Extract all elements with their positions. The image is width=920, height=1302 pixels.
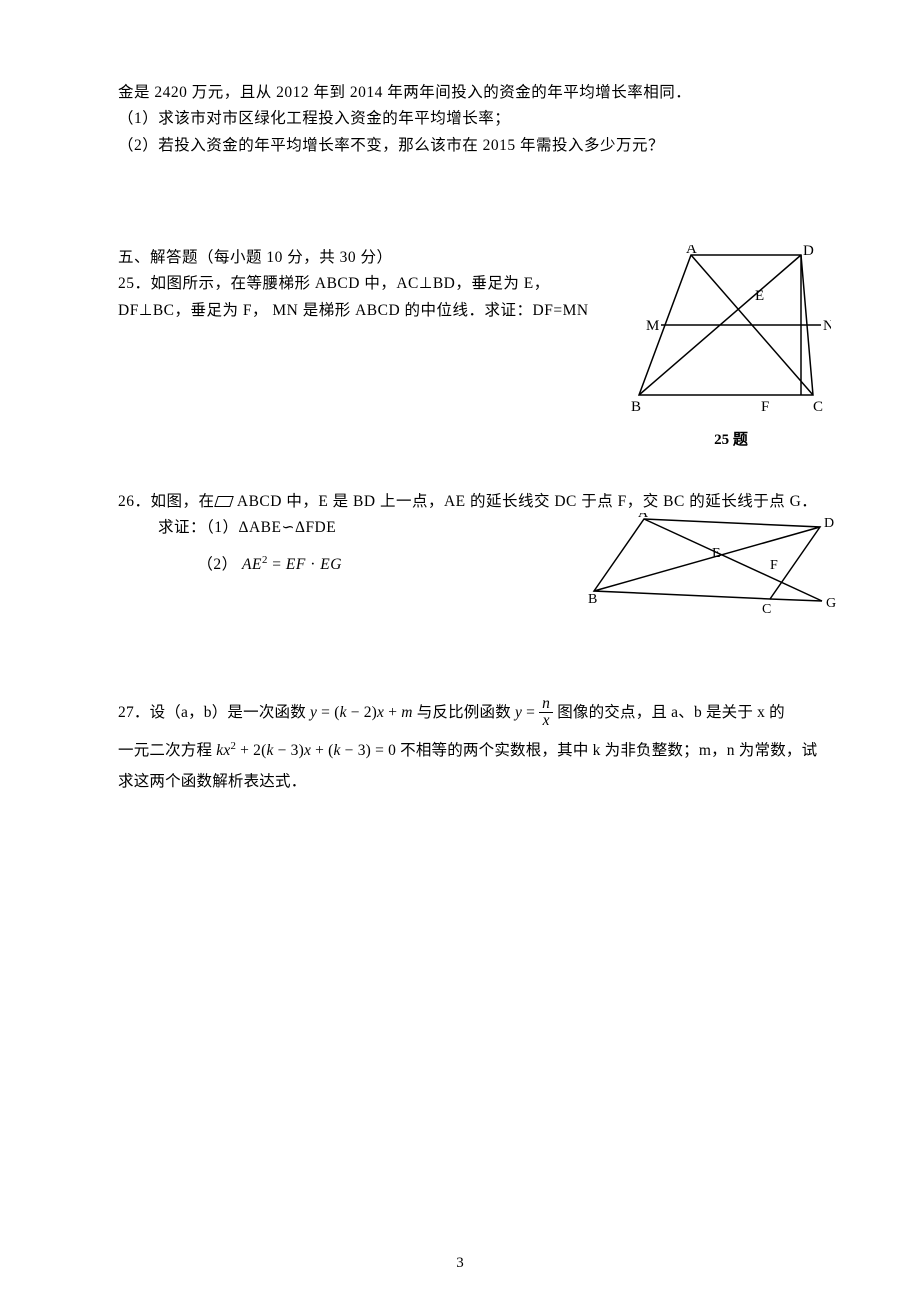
q26-line1b: ABCD 中，E 是 BD 上一点，AE 的延长线交 DC 于点 F，交 BC … <box>233 493 818 510</box>
label-A: A <box>686 245 697 257</box>
q26-p2: （2） AE2 = EF · EG <box>118 552 576 578</box>
q24-part2: （2）若投入资金的年平均增长率不变，那么该市在 2015 年需投入多少万元？ <box>118 133 840 159</box>
q27-eq3: kx2 + 2(k − 3)x + (k − 3) = 0 <box>216 742 396 759</box>
q25-caption: 25 题 <box>622 428 840 449</box>
q26-text: 求证：（1）ΔABE∽ΔFDE （2） AE2 = EF · EG <box>118 515 576 578</box>
q27-line1: 27．设（a，b）是一次函数 y = (k − 2)x + m 与反比例函数 y… <box>118 694 840 731</box>
label-F26: F <box>770 558 778 573</box>
page-container: 金是 2420 万元，且从 2012 年到 2014 年两年间投入的资金的年平均… <box>0 0 920 1302</box>
label-A26: A <box>638 513 649 521</box>
label-B: B <box>631 399 641 415</box>
q26-p1: （1）ΔABE∽ΔFDE <box>206 519 336 536</box>
frac-den: x <box>539 713 553 729</box>
q25-line2: DF⊥BC，垂足为 F， MN 是梯形 ABCD 的中位线．求证：DF=MN <box>118 298 604 324</box>
label-G26: G <box>826 596 836 611</box>
q26-figure-wrap: A D B C E F G <box>588 513 840 618</box>
label-C26: C <box>762 602 771 613</box>
label-D: D <box>803 245 814 259</box>
parallelogram-icon <box>214 496 234 507</box>
q25-figure-wrap: A D M N E B C F 25 题 <box>622 245 840 449</box>
q27-line2b: 不相等的两个实数根，其中 k 为非负整数；m，n 为常数，试 <box>396 742 817 759</box>
label-F: F <box>761 399 769 415</box>
page-number: 3 <box>0 1255 920 1272</box>
q26-line1a: 26．如图，在 <box>118 493 215 510</box>
label-E26: E <box>712 546 721 561</box>
label-N: N <box>823 318 831 334</box>
label-D26: D <box>824 516 834 531</box>
frac-num: n <box>539 696 553 713</box>
q27-frac: nx <box>539 696 553 730</box>
section5-title: 五、解答题（每小题 10 分，共 30 分） <box>118 245 604 271</box>
label-B26: B <box>588 592 597 607</box>
q27-line3: 求这两个函数解析表达式． <box>118 769 840 795</box>
q27-part-a: 27．设（a，b）是一次函数 <box>118 704 310 721</box>
q25-trapezoid-figure: A D M N E B C F <box>631 245 831 417</box>
q26-eq: AE2 = EF · EG <box>242 556 342 573</box>
q27-eq1: y = (k − 2)x + m <box>310 704 413 721</box>
q25-line1: 25．如图所示，在等腰梯形 ABCD 中，AC⊥BD，垂足为 E， <box>118 271 604 297</box>
gap <box>118 159 840 245</box>
label-E: E <box>755 288 764 304</box>
q27-line2a: 一元二次方程 <box>118 742 216 759</box>
q24-part1: （1）求该市对市区绿化工程投入资金的年平均增长率； <box>118 106 840 132</box>
label-M: M <box>646 318 659 334</box>
q26-block: 26．如图，在 ABCD 中，E 是 BD 上一点，AE 的延长线交 DC 于点… <box>118 489 840 618</box>
q26-prove: 求证：（1）ΔABE∽ΔFDE <box>118 515 576 541</box>
q25-text: 五、解答题（每小题 10 分，共 30 分） 25．如图所示，在等腰梯形 ABC… <box>118 245 604 324</box>
q26-p2-label: （2） <box>197 556 237 573</box>
q26-parallelogram-figure: A D B C E F G <box>588 513 840 613</box>
label-C: C <box>813 399 823 415</box>
q24-cont: 金是 2420 万元，且从 2012 年到 2014 年两年间投入的资金的年平均… <box>118 80 840 106</box>
q27-eq2: y = <box>515 704 539 721</box>
q27-block: 27．设（a，b）是一次函数 y = (k − 2)x + m 与反比例函数 y… <box>118 694 840 795</box>
q27-line2: 一元二次方程 kx2 + 2(k − 3)x + (k − 3) = 0 不相等… <box>118 732 840 769</box>
q26-prove-label: 求证： <box>158 519 206 536</box>
q25-block: 五、解答题（每小题 10 分，共 30 分） 25．如图所示，在等腰梯形 ABC… <box>118 245 840 449</box>
q26-line1: 26．如图，在 ABCD 中，E 是 BD 上一点，AE 的延长线交 DC 于点… <box>118 489 840 515</box>
q27-part-c: 图像的交点，且 a、b 是关于 x 的 <box>553 704 785 721</box>
q26-row: 求证：（1）ΔABE∽ΔFDE （2） AE2 = EF · EG <box>118 515 840 618</box>
q27-part-b: 与反比例函数 <box>413 704 515 721</box>
